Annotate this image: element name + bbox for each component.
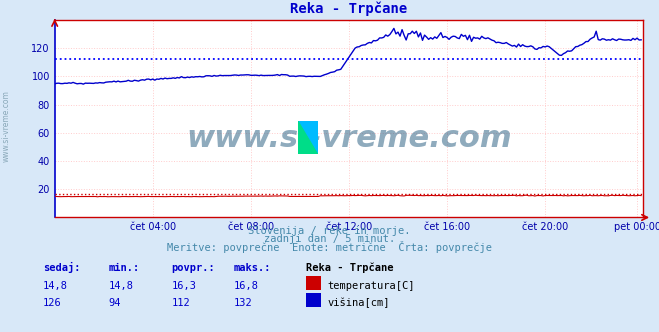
Text: min.:: min.: xyxy=(109,263,140,273)
Text: 14,8: 14,8 xyxy=(43,281,68,291)
Text: www.si-vreme.com: www.si-vreme.com xyxy=(2,90,11,162)
Text: temperatura[C]: temperatura[C] xyxy=(328,281,415,291)
Text: maks.:: maks.: xyxy=(234,263,272,273)
Text: 16,3: 16,3 xyxy=(171,281,196,291)
Text: 132: 132 xyxy=(234,298,252,308)
Text: www.si-vreme.com: www.si-vreme.com xyxy=(186,124,512,153)
Polygon shape xyxy=(298,121,318,154)
Text: Meritve: povprečne  Enote: metrične  Črta: povprečje: Meritve: povprečne Enote: metrične Črta:… xyxy=(167,241,492,253)
Text: sedaj:: sedaj: xyxy=(43,262,80,273)
Text: 16,8: 16,8 xyxy=(234,281,259,291)
Title: Reka - Trpčane: Reka - Trpčane xyxy=(291,1,407,16)
Text: Reka - Trpčane: Reka - Trpčane xyxy=(306,262,394,273)
Text: zadnji dan / 5 minut.: zadnji dan / 5 minut. xyxy=(264,234,395,244)
Text: višina[cm]: višina[cm] xyxy=(328,298,390,308)
Text: 112: 112 xyxy=(171,298,190,308)
Text: 14,8: 14,8 xyxy=(109,281,134,291)
Text: 94: 94 xyxy=(109,298,121,308)
Text: povpr.:: povpr.: xyxy=(171,263,215,273)
Text: 126: 126 xyxy=(43,298,61,308)
Polygon shape xyxy=(298,121,318,154)
Text: Slovenija / reke in morje.: Slovenija / reke in morje. xyxy=(248,226,411,236)
